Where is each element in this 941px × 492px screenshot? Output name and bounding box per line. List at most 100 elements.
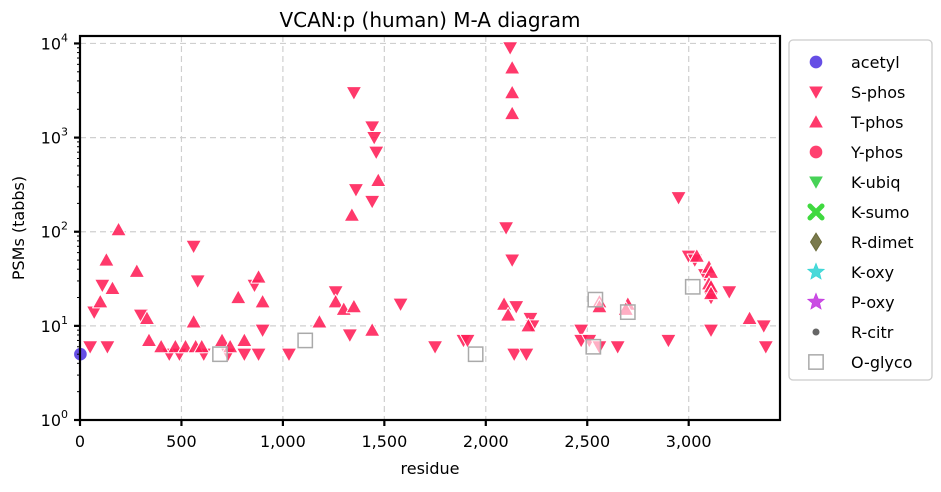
x-tick-label-1000: 1,000: [260, 432, 306, 451]
legend-marker-acetyl: [808, 54, 824, 70]
point-t-phos: [104, 280, 121, 295]
point-s-phos: [366, 131, 383, 146]
point-s-phos: [459, 333, 476, 349]
legend-marker-r-dimet: [809, 232, 823, 252]
point-t-phos: [185, 313, 202, 329]
point-s-phos: [609, 340, 626, 355]
legend-label-s-phos: S-phos: [851, 83, 905, 102]
point-s-phos: [426, 340, 444, 355]
point-t-phos: [140, 332, 158, 347]
point-s-phos: [757, 340, 774, 355]
point-t-phos: [343, 206, 361, 222]
x-tick-label-500: 500: [166, 432, 197, 451]
legend-label-y-phos: Y-phos: [850, 143, 903, 162]
point-s-phos: [497, 221, 515, 237]
legend-label-k-ubiq: K-ubiq: [851, 173, 900, 192]
point-o-glyco: [212, 346, 228, 363]
legend-label-acetyl: acetyl: [851, 53, 900, 72]
x-axis-label: residue: [401, 459, 460, 478]
point-t-phos: [741, 310, 758, 325]
x-tick-label-1500: 1,500: [361, 432, 407, 451]
legend: acetyl S-phos T-phos Y-phos K-ubiq K-sumo R-di…: [788, 39, 933, 381]
point-t-phos: [98, 251, 115, 267]
point-s-phos: [254, 323, 271, 339]
point-s-phos: [341, 328, 359, 344]
point-s-phos: [702, 323, 720, 339]
point-s-phos: [185, 239, 202, 255]
point-s-phos: [508, 300, 525, 315]
point-s-phos: [189, 274, 206, 290]
legend-marker-t-phos: [807, 113, 825, 129]
point-s-phos: [363, 194, 381, 210]
point-t-phos: [236, 332, 253, 347]
point-o-glyco: [619, 304, 636, 321]
point-t-phos: [327, 293, 344, 309]
y-axis-ticks: 100 101 102 103 104: [41, 31, 80, 430]
point-o-glyco: [587, 291, 604, 308]
x-tick-label-0: 0: [75, 432, 85, 451]
legend-marker-r-citr: [812, 328, 820, 336]
legend-label-k-sumo: K-sumo: [851, 203, 909, 222]
point-t-phos: [503, 105, 521, 121]
legend-label-r-citr: R-citr: [851, 323, 894, 342]
x-tick-label-2000: 2,000: [463, 432, 509, 451]
point-t-phos: [363, 321, 381, 337]
legend-marker-s-phos: [807, 85, 825, 101]
point-s-phos: [363, 120, 381, 136]
point-t-phos: [152, 338, 170, 354]
point-s-phos: [99, 340, 116, 355]
legend-label-k-oxy: K-oxy: [851, 263, 894, 282]
grid-lines: [80, 36, 780, 420]
point-s-phos: [501, 41, 519, 56]
point-t-phos: [495, 295, 513, 311]
y-tick-label-1e0: 100: [41, 408, 68, 430]
point-t-phos: [503, 84, 521, 100]
point-t-phos: [370, 172, 387, 188]
legend-marker-o-glyco: [808, 354, 824, 370]
point-s-phos: [280, 347, 298, 363]
point-t-phos: [128, 263, 146, 278]
point-t-phos: [230, 289, 247, 305]
point-s-phos: [250, 347, 267, 363]
legend-marker-y-phos: [808, 144, 824, 160]
y-tick-label-1e1: 101: [41, 314, 68, 336]
legend-marker-k-oxy: [806, 262, 826, 280]
point-t-phos: [250, 268, 267, 284]
point-t-phos: [499, 306, 517, 322]
point-t-phos: [193, 338, 210, 354]
legend-label-p-oxy: P-oxy: [851, 293, 895, 312]
point-s-phos: [392, 297, 409, 313]
point-s-phos: [670, 191, 687, 206]
point-s-phos: [522, 311, 539, 327]
point-s-phos: [347, 183, 365, 198]
point-t-phos: [110, 221, 127, 237]
x-tick-label-2500: 2,500: [564, 432, 610, 451]
point-s-phos: [572, 323, 590, 339]
point-t-phos: [688, 247, 706, 263]
point-t-phos: [520, 317, 537, 333]
point-t-phos: [311, 313, 328, 329]
point-t-phos: [92, 293, 109, 309]
legend-box: [788, 39, 933, 381]
point-s-phos: [368, 145, 385, 161]
legend-marker-p-oxy: [806, 292, 826, 310]
y-tick-label-1e4: 104: [41, 31, 68, 53]
point-t-phos: [254, 293, 271, 309]
data-points: [73, 41, 774, 363]
point-o-glyco: [585, 338, 602, 355]
point-s-phos: [506, 347, 523, 363]
y-axis-label: PSMs (tabbs): [9, 176, 28, 280]
point-s-phos: [503, 253, 521, 269]
plot-frame: [78, 34, 782, 422]
point-s-phos: [518, 347, 535, 363]
y-tick-label-1e3: 103: [41, 126, 68, 148]
point-s-phos: [81, 340, 99, 355]
point-t-phos: [345, 298, 363, 314]
point-o-glyco: [297, 332, 314, 349]
legend-marker-k-sumo: [807, 203, 825, 221]
legend-label-t-phos: T-phos: [850, 113, 904, 132]
point-t-phos: [138, 310, 156, 325]
point-t-phos: [702, 285, 720, 301]
point-s-phos: [721, 285, 738, 301]
